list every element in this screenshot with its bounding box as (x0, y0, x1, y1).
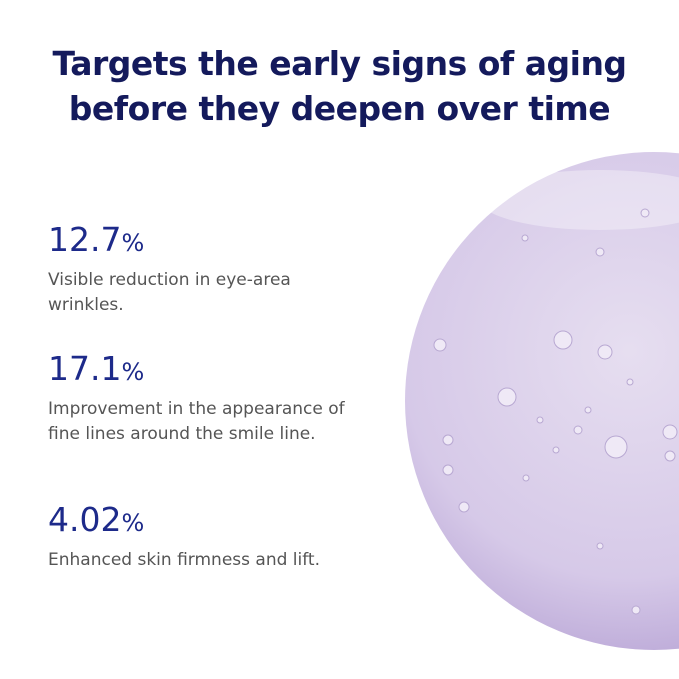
stat-description: Visible reduction in eye-area wrinkles. (48, 268, 291, 318)
stat-unit: % (121, 358, 145, 386)
stat-number: 17.1 (48, 349, 122, 388)
stat-number: 4.02 (48, 500, 122, 539)
stat-unit: % (121, 509, 145, 537)
stat-value: 4.02% (48, 500, 144, 539)
stat-description: Enhanced skin firmness and lift. (48, 548, 320, 573)
droplet (405, 152, 679, 650)
stat-description: Improvement in the appearance of fine lin… (48, 397, 345, 447)
stat-value: 17.1% (48, 349, 144, 388)
description-line: fine lines around the smile line. (48, 424, 316, 444)
bubbles (433, 208, 678, 615)
title-line: Targets the early signs of aging (52, 44, 627, 83)
stat-number: 12.7 (48, 220, 122, 259)
highlight (480, 170, 679, 230)
description-line: wrinkles. (48, 295, 124, 315)
description-line: Enhanced skin firmness and lift. (48, 550, 320, 570)
stat-unit: % (121, 229, 145, 257)
title-line: before they deepen over time (68, 89, 611, 128)
description-line: Visible reduction in eye-area (48, 270, 291, 290)
description-line: Improvement in the appearance of (48, 399, 345, 419)
stat-value: 12.7% (48, 220, 144, 259)
